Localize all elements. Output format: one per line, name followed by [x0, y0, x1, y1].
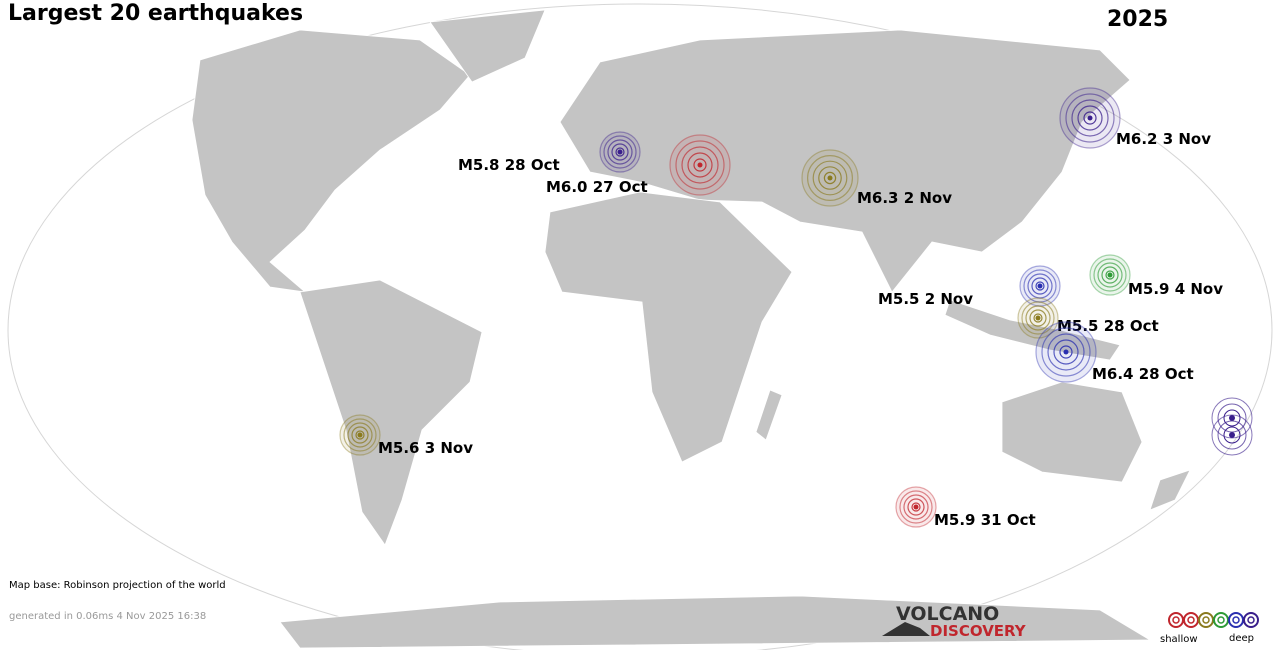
ring [1047, 333, 1085, 371]
logo-line1: VOLCANO [896, 603, 999, 625]
quake-marker [1017, 297, 1059, 339]
legend-ring [1187, 616, 1195, 624]
quake-label: M5.5 28 Oct [1057, 317, 1159, 335]
ring [1083, 111, 1097, 125]
quake-marker [669, 134, 731, 196]
quake-label: M6.4 28 Oct [1092, 365, 1194, 383]
quake-marker [1059, 87, 1121, 149]
ring [818, 166, 842, 190]
ring [615, 147, 625, 157]
ring [1035, 281, 1045, 291]
generated: generated in 0.06ms 4 Nov 2025 16:38 [9, 611, 206, 622]
ring [1027, 273, 1053, 299]
ring-core [617, 149, 623, 155]
legend-ring [1243, 612, 1259, 628]
legend-ring [1202, 616, 1210, 624]
ring-core [1035, 315, 1041, 321]
quake-label: M5.9 31 Oct [934, 511, 1036, 529]
ring [1101, 266, 1119, 284]
ring [611, 143, 629, 161]
legend-shallow: shallow [1160, 634, 1198, 645]
ring-core [1037, 283, 1043, 289]
quake-label: M5.6 3 Nov [378, 439, 473, 457]
ring [351, 426, 369, 444]
ring [675, 140, 725, 190]
ring [1071, 99, 1109, 137]
quake-marker [599, 131, 641, 173]
ring [806, 155, 853, 202]
ring [903, 494, 929, 520]
ring [693, 158, 707, 172]
ring [607, 139, 633, 165]
quake-label: M6.0 27 Oct [546, 178, 648, 196]
quake-marker [1089, 254, 1131, 296]
ring [1059, 345, 1073, 359]
ring [907, 498, 925, 516]
ring [603, 135, 637, 169]
quake-marker [1035, 321, 1097, 383]
legend-ring [1213, 612, 1229, 628]
ring-core [1063, 349, 1069, 355]
legend-deep: deep [1229, 633, 1254, 644]
ring [1093, 258, 1127, 292]
legend-ring [1198, 612, 1214, 628]
ring-core [1107, 272, 1113, 278]
logo-icon [882, 622, 930, 636]
ring [1097, 262, 1123, 288]
ring [899, 490, 933, 524]
quake-marker [339, 414, 381, 456]
ring [355, 430, 365, 440]
legend [1168, 612, 1259, 628]
ring-core [357, 432, 363, 438]
ring-core [913, 504, 919, 510]
quake-marker [895, 486, 937, 528]
quake-label: M6.2 3 Nov [1116, 130, 1211, 148]
ring [1105, 270, 1115, 280]
ring-core [697, 162, 703, 168]
legend-ring [1247, 616, 1255, 624]
ring [823, 171, 837, 185]
quake-label: M5.9 4 Nov [1128, 280, 1223, 298]
legend-ring [1232, 616, 1240, 624]
legend-ring [1168, 612, 1184, 628]
legend-ring [1183, 612, 1199, 628]
ring [911, 502, 921, 512]
quake-label: M5.8 28 Oct [458, 156, 560, 174]
legend-ring [1217, 616, 1225, 624]
legend-ring [1172, 616, 1180, 624]
ring [1041, 327, 1091, 377]
ring [347, 422, 373, 448]
legend-ring [1228, 612, 1244, 628]
ring [1065, 93, 1115, 143]
quake-label: M5.5 2 Nov [878, 290, 973, 308]
quake-label: M6.3 2 Nov [857, 189, 952, 207]
ring [1077, 105, 1103, 131]
map-base: Map base: Robinson projection of the wor… [9, 580, 226, 591]
ring [1021, 301, 1055, 335]
year: 2025 [1107, 7, 1168, 32]
ring [1025, 305, 1051, 331]
ring [681, 146, 719, 184]
logo-line2: DISCOVERY [930, 622, 1027, 640]
ring [1029, 309, 1047, 327]
ring-core [827, 175, 833, 181]
ring [687, 152, 713, 178]
ring [812, 160, 848, 196]
title: Largest 20 earthquakes [8, 1, 303, 26]
ring [1033, 313, 1043, 323]
ring [1031, 277, 1049, 295]
quake-marker [801, 149, 859, 207]
ring-core [1087, 115, 1093, 121]
extra-markers [1211, 397, 1253, 456]
ring [343, 418, 377, 452]
ring [1053, 339, 1079, 365]
